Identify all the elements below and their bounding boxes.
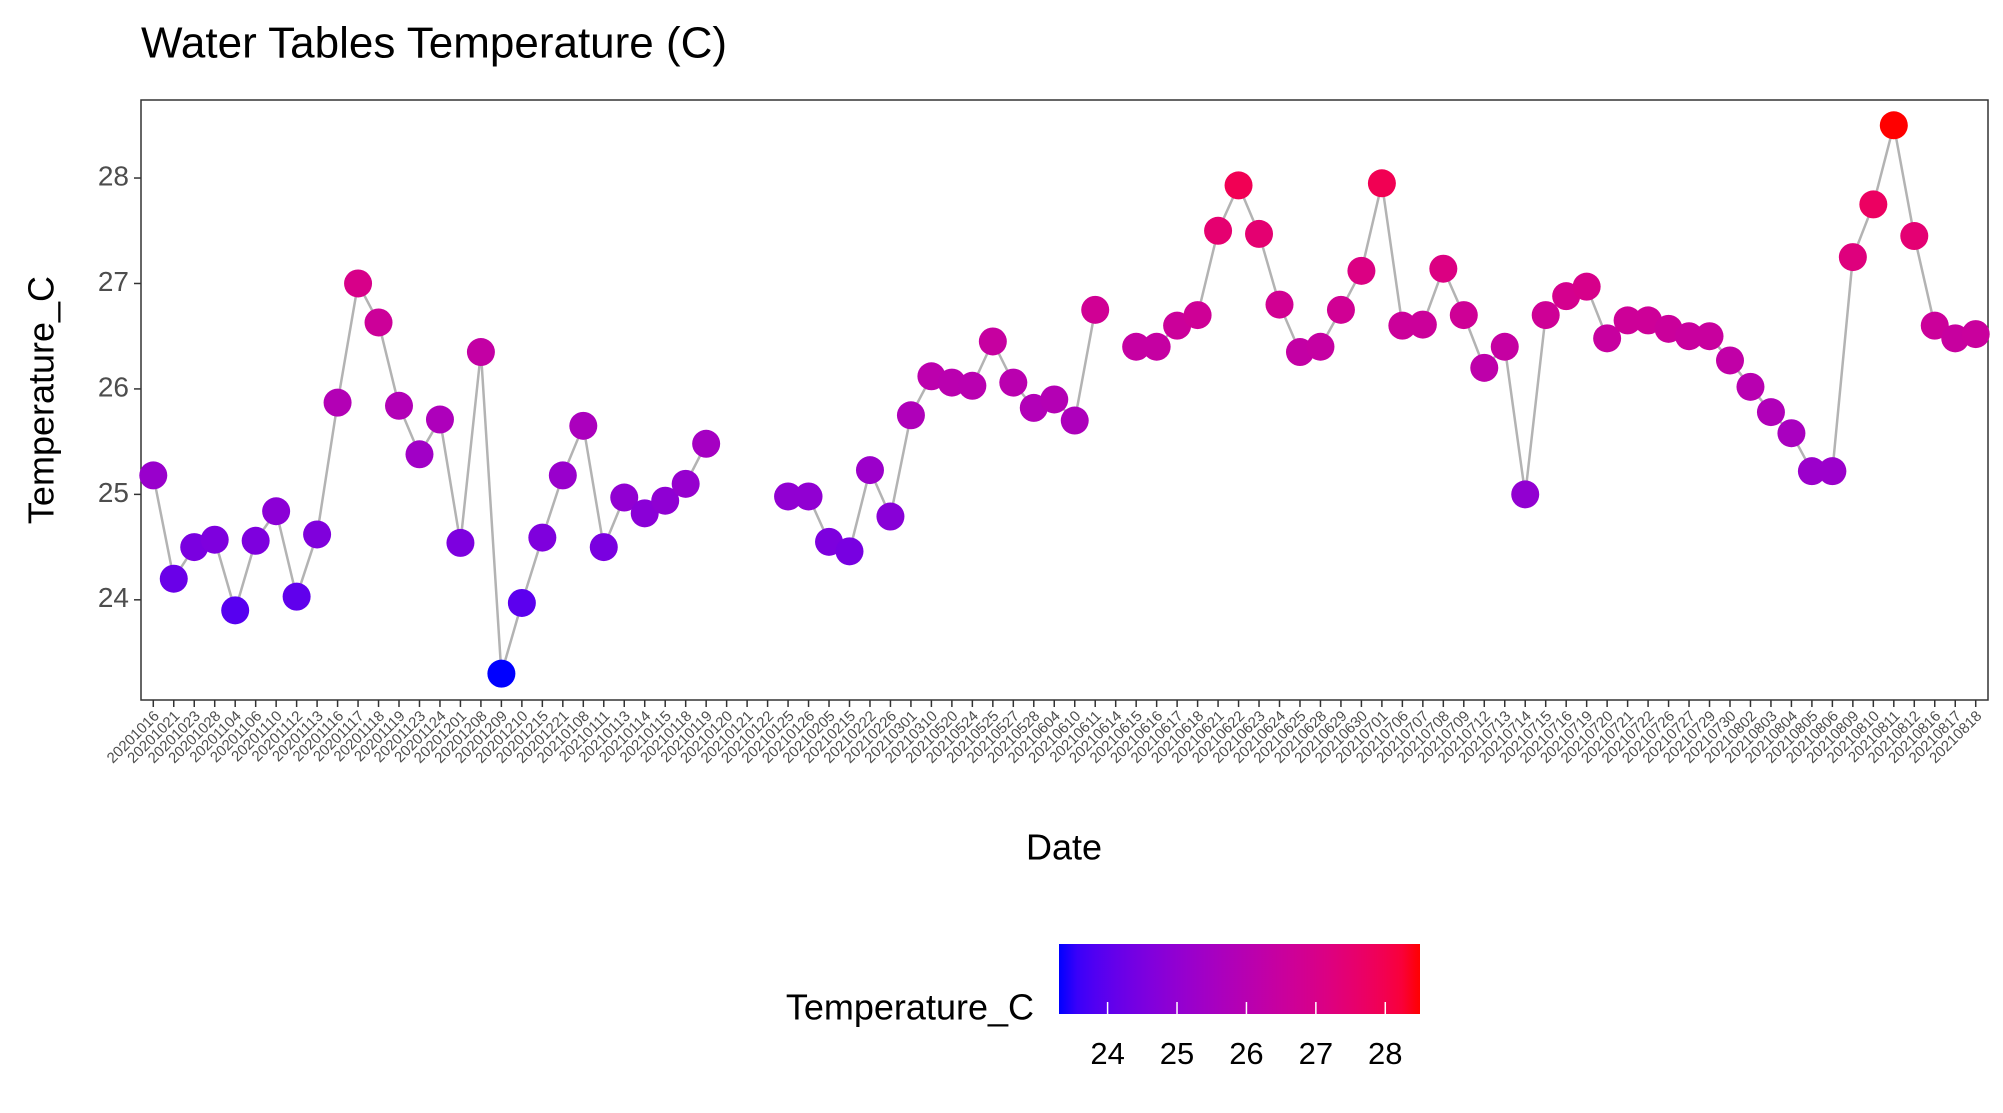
data-point <box>1224 171 1253 200</box>
data-point <box>937 368 966 397</box>
data-point <box>671 469 700 498</box>
data-point <box>1859 190 1888 219</box>
plot-panel <box>140 99 1989 701</box>
data-point <box>1060 406 1089 435</box>
data-point <box>1245 219 1274 248</box>
data-point <box>1756 398 1785 427</box>
data-point <box>139 461 168 490</box>
data-point <box>1265 290 1294 319</box>
data-point <box>1449 301 1478 330</box>
data-point <box>1040 385 1069 414</box>
chart-title: Water Tables Temperature (C) <box>141 19 727 68</box>
data-point <box>1183 301 1212 330</box>
data-point <box>221 596 250 625</box>
data-point <box>876 502 905 531</box>
data-point <box>1347 256 1376 285</box>
data-point <box>589 533 618 562</box>
color-bar-label: 28 <box>1368 1036 1402 1071</box>
data-point <box>835 537 864 566</box>
y-tick-label: 28 <box>98 160 129 191</box>
data-point <box>774 482 803 511</box>
data-point <box>1675 322 1704 351</box>
data-point <box>405 440 434 469</box>
x-axis-title: Date <box>1026 827 1102 868</box>
data-point <box>200 525 229 554</box>
data-point <box>1736 372 1765 401</box>
data-point <box>1081 295 1110 324</box>
data-point <box>1122 332 1151 361</box>
data-point <box>425 405 454 434</box>
data-point <box>364 308 393 337</box>
color-bar <box>1059 944 1420 1014</box>
color-bar-label: 27 <box>1299 1036 1333 1071</box>
data-point <box>1879 111 1908 140</box>
data-point <box>999 368 1028 397</box>
data-point <box>1818 457 1847 486</box>
data-point <box>1429 254 1458 283</box>
data-point <box>958 371 987 400</box>
data-point <box>794 482 823 511</box>
data-point <box>692 429 721 458</box>
data-point <box>487 659 516 688</box>
data-point <box>1961 320 1990 349</box>
y-axis-title: Temperature_C <box>21 276 62 524</box>
data-point <box>1470 353 1499 382</box>
data-point <box>1777 419 1806 448</box>
data-point <box>385 391 414 420</box>
data-point <box>855 456 884 485</box>
data-point <box>1920 311 1949 340</box>
data-point <box>446 528 475 557</box>
data-point <box>548 461 577 490</box>
data-point <box>896 401 925 430</box>
data-point <box>1408 310 1437 339</box>
data-point <box>344 269 373 298</box>
data-point <box>1695 322 1724 351</box>
color-bar-label: 25 <box>1160 1036 1194 1071</box>
data-point <box>1326 295 1355 324</box>
data-point <box>507 588 536 617</box>
data-point <box>978 327 1007 356</box>
data-point <box>1572 272 1601 301</box>
color-bar-label: 24 <box>1090 1036 1124 1071</box>
data-point <box>1715 346 1744 375</box>
y-tick-label: 25 <box>98 477 129 508</box>
data-point <box>569 411 598 440</box>
data-point <box>1797 457 1826 486</box>
data-point <box>528 523 557 552</box>
data-point <box>610 483 639 512</box>
data-point <box>466 338 495 367</box>
data-point <box>323 388 352 417</box>
data-point <box>630 499 659 528</box>
data-point <box>1531 301 1560 330</box>
data-point <box>1511 480 1540 509</box>
data-point <box>1306 332 1335 361</box>
data-point <box>1613 306 1642 335</box>
y-tick-label: 24 <box>98 582 129 613</box>
y-tick-label: 26 <box>98 371 129 402</box>
data-point <box>1142 332 1171 361</box>
data-point <box>262 497 291 526</box>
data-point <box>1367 169 1396 198</box>
data-point <box>303 520 332 549</box>
data-point <box>282 582 311 611</box>
data-point <box>651 486 680 515</box>
data-point <box>1388 311 1417 340</box>
color-bar-label: 26 <box>1229 1036 1263 1071</box>
legend-title: Temperature_C <box>786 987 1034 1028</box>
data-point <box>1838 243 1867 272</box>
data-point <box>1900 222 1929 251</box>
data-point <box>241 526 270 555</box>
data-point <box>1593 324 1622 353</box>
data-point <box>1490 332 1519 361</box>
y-tick-label: 27 <box>98 266 129 297</box>
data-point <box>159 564 188 593</box>
data-point <box>1204 216 1233 245</box>
